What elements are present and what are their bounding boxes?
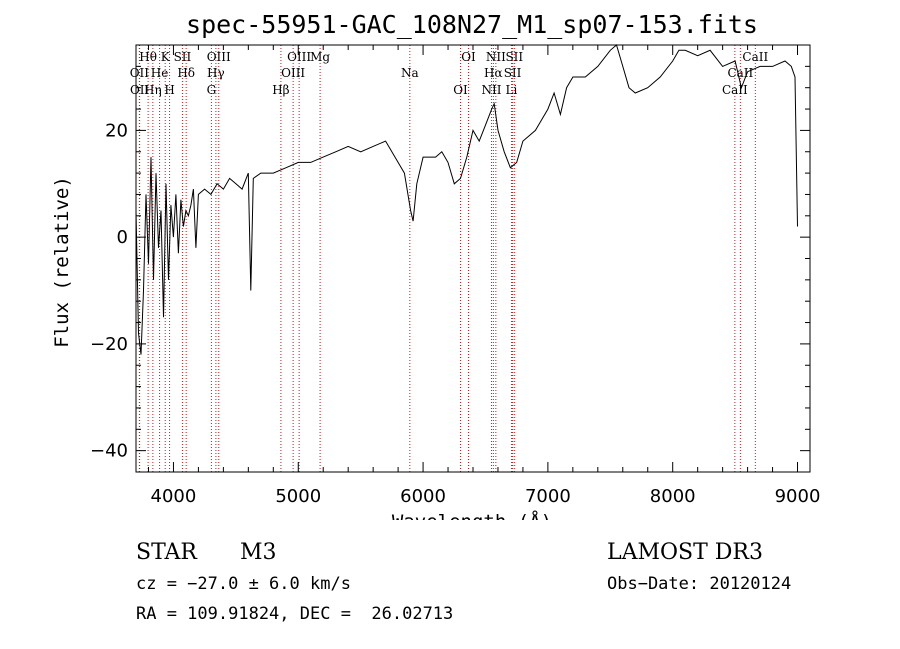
object-subclass: M3 bbox=[240, 540, 277, 565]
spectral-line-label: Hγ bbox=[207, 66, 225, 80]
spectral-line-label: OII bbox=[130, 83, 150, 97]
x-tick-label: 8000 bbox=[650, 486, 696, 507]
spectral-line-label: H bbox=[164, 83, 174, 97]
spectral-line-label: SII bbox=[505, 50, 523, 64]
spectral-line-label: CaII bbox=[742, 50, 768, 64]
plot-frame bbox=[135, 44, 811, 473]
spectral-line-label: CaII bbox=[722, 83, 748, 97]
spectral-line-labels: Hθ OII OII K He Hη SII HδH OIII Hγ G OIII OIII Hβ Mg Na… bbox=[130, 50, 769, 97]
spectral-line-label: CaII bbox=[727, 66, 753, 80]
chart-title: spec-55951-GAC_108N27_M1_sp07-153.fits bbox=[186, 10, 758, 39]
spectral-line-label: Hβ bbox=[272, 83, 289, 97]
y-tick-label: −40 bbox=[90, 441, 128, 462]
spectral-line-label: Na bbox=[401, 66, 419, 80]
spectral-line-label: OI bbox=[461, 50, 476, 64]
x-tick-label: 4000 bbox=[151, 486, 197, 507]
spectral-line-label: Hη bbox=[144, 83, 162, 97]
x-tick-label: 6000 bbox=[400, 486, 446, 507]
x-tick-label: 5000 bbox=[275, 486, 321, 507]
spectral-line-label: Mg bbox=[310, 50, 330, 64]
axis-tick-labels: 4000 5000 6000 7000 8000 9000 −40 −20 0 20 bbox=[90, 120, 820, 507]
spectral-line-label: Hα bbox=[484, 66, 503, 80]
y-tick-label: 0 bbox=[117, 227, 128, 248]
spectral-line-label: Li bbox=[506, 83, 518, 97]
x-tick-label: 7000 bbox=[525, 486, 571, 507]
spectral-line-label: G bbox=[207, 83, 217, 97]
spectral-line-label: He bbox=[151, 66, 169, 80]
y-axis-label: Flux (relative) bbox=[51, 176, 73, 348]
spectral-lines bbox=[138, 45, 756, 472]
spectral-line-label: NII bbox=[486, 50, 506, 64]
axis-ticks bbox=[136, 44, 810, 473]
spectral-line-label: OIII bbox=[207, 50, 231, 64]
spectral-line-label: Hθ bbox=[139, 50, 157, 64]
coordinates: RA = 109.91824, DEC = 26.02713 bbox=[136, 604, 454, 624]
redshift-cz: cz = −27.0 ± 6.0 km/s bbox=[136, 574, 351, 594]
y-tick-label: 20 bbox=[105, 120, 128, 141]
spectral-line-label: OIII bbox=[287, 50, 311, 64]
observation-date: Obs−Date: 20120124 bbox=[607, 574, 792, 594]
spectrum-chart: spec-55951-GAC_108N27_M1_sp07-153.fits H… bbox=[51, 10, 820, 520]
spectral-line-label: SII bbox=[174, 50, 192, 64]
spectral-line-label: OI bbox=[453, 83, 468, 97]
spectral-line-label: NII bbox=[481, 83, 501, 97]
y-tick-label: −20 bbox=[90, 334, 128, 355]
spectral-line-label: Hδ bbox=[177, 66, 195, 80]
spectral-line-label: K bbox=[161, 50, 171, 64]
spectrum-series-line bbox=[135, 44, 798, 355]
survey-name: LAMOST DR3 bbox=[607, 540, 763, 565]
spectral-line-label: OIII bbox=[281, 66, 305, 80]
object-class: STAR bbox=[136, 540, 197, 565]
spectral-line-label: OII bbox=[130, 66, 150, 80]
x-tick-label: 9000 bbox=[775, 486, 821, 507]
x-axis-label: Wavelength (Å) bbox=[392, 510, 552, 520]
spectral-line-label: SII bbox=[504, 66, 522, 80]
